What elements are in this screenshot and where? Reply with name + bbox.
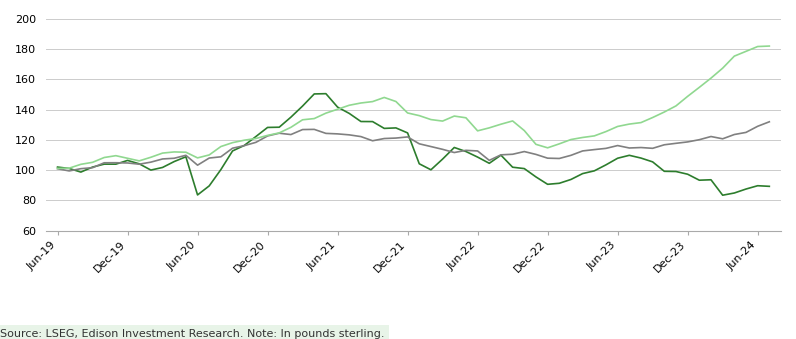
- MSCI AC Asia Pacific Free: [123, 161, 132, 165]
- MSCI AC Asia Pacific Free: [683, 140, 693, 144]
- MSCI AC Asia Pacific Free: [205, 156, 214, 160]
- MSCI China All Shares: [53, 165, 62, 169]
- MSCI World: [485, 126, 494, 130]
- Line: MSCI World: MSCI World: [57, 46, 769, 168]
- MSCI China All Shares: [240, 143, 249, 147]
- MSCI China All Shares: [415, 162, 424, 166]
- MSCI World: [753, 44, 763, 48]
- MSCI World: [193, 156, 202, 160]
- Text: Source: LSEG, Edison Investment Research. Note: In pounds sterling.: Source: LSEG, Edison Investment Research…: [0, 329, 384, 339]
- MSCI China All Shares: [764, 184, 774, 188]
- MSCI China All Shares: [321, 92, 330, 96]
- MSCI AC Asia Pacific Free: [53, 167, 62, 171]
- MSCI AC Asia Pacific Free: [251, 140, 260, 144]
- MSCI World: [53, 166, 62, 171]
- MSCI World: [111, 154, 121, 158]
- Legend: MSCI China All Shares, MSCI AC Asia Pacific Free, MSCI World: MSCI China All Shares, MSCI AC Asia Paci…: [160, 338, 666, 339]
- MSCI China All Shares: [193, 193, 202, 197]
- MSCI World: [240, 138, 249, 142]
- MSCI World: [764, 44, 774, 48]
- MSCI China All Shares: [718, 193, 728, 197]
- MSCI World: [671, 104, 681, 108]
- MSCI China All Shares: [496, 153, 505, 157]
- MSCI China All Shares: [111, 162, 121, 166]
- MSCI AC Asia Pacific Free: [496, 153, 505, 157]
- Line: MSCI China All Shares: MSCI China All Shares: [57, 94, 769, 195]
- MSCI AC Asia Pacific Free: [764, 120, 774, 124]
- MSCI AC Asia Pacific Free: [415, 142, 424, 146]
- MSCI AC Asia Pacific Free: [64, 169, 74, 173]
- MSCI China All Shares: [683, 172, 693, 176]
- Line: MSCI AC Asia Pacific Free: MSCI AC Asia Pacific Free: [57, 122, 769, 171]
